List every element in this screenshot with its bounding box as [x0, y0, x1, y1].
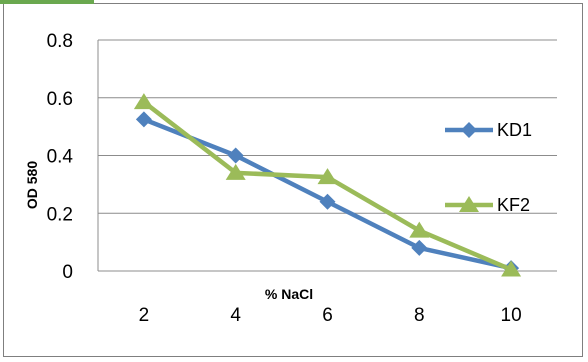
legend: KD1 KF2 [445, 120, 532, 215]
chart-frame [3, 3, 583, 357]
data-point [409, 221, 430, 238]
data-point [227, 147, 244, 164]
legend-swatch-marker [459, 196, 479, 212]
series-group [133, 93, 522, 277]
legend-swatch-marker [461, 122, 477, 138]
y-tick-label: 0.6 [47, 89, 73, 110]
series-kd1 [135, 111, 520, 277]
series-line [142, 100, 512, 272]
y-tick-label: 0.4 [47, 147, 74, 168]
axes [97, 40, 557, 272]
tick-labels: 0 0.2 0.4 0.6 0.8 2 4 6 8 10 [47, 31, 522, 326]
x-tick-label: 10 [501, 305, 522, 326]
legend-item-kd1: KD1 [445, 120, 532, 140]
x-tick-label: 6 [322, 305, 333, 326]
y-axis-label: OD 580 [24, 161, 40, 209]
data-point [133, 93, 154, 110]
corner-accent [0, 0, 94, 4]
legend-label: KD1 [497, 120, 532, 140]
data-point [501, 260, 522, 277]
x-tick-label: 8 [414, 305, 425, 326]
data-point [135, 111, 152, 128]
legend-item-kf2: KF2 [445, 195, 530, 215]
x-tick-label: 2 [139, 305, 150, 326]
data-point [319, 193, 336, 210]
data-point [317, 168, 338, 185]
x-tick-label: 4 [230, 305, 241, 326]
legend-label: KF2 [497, 195, 530, 215]
data-point [225, 163, 246, 180]
series-kf2 [133, 93, 522, 277]
gridlines [98, 39, 557, 214]
y-tick-label: 0 [62, 262, 73, 283]
data-point [411, 239, 428, 256]
y-tick-label: 0.8 [47, 31, 73, 52]
x-axis-label: % NaCl [265, 286, 313, 302]
y-tick-label: 0.2 [47, 204, 73, 225]
